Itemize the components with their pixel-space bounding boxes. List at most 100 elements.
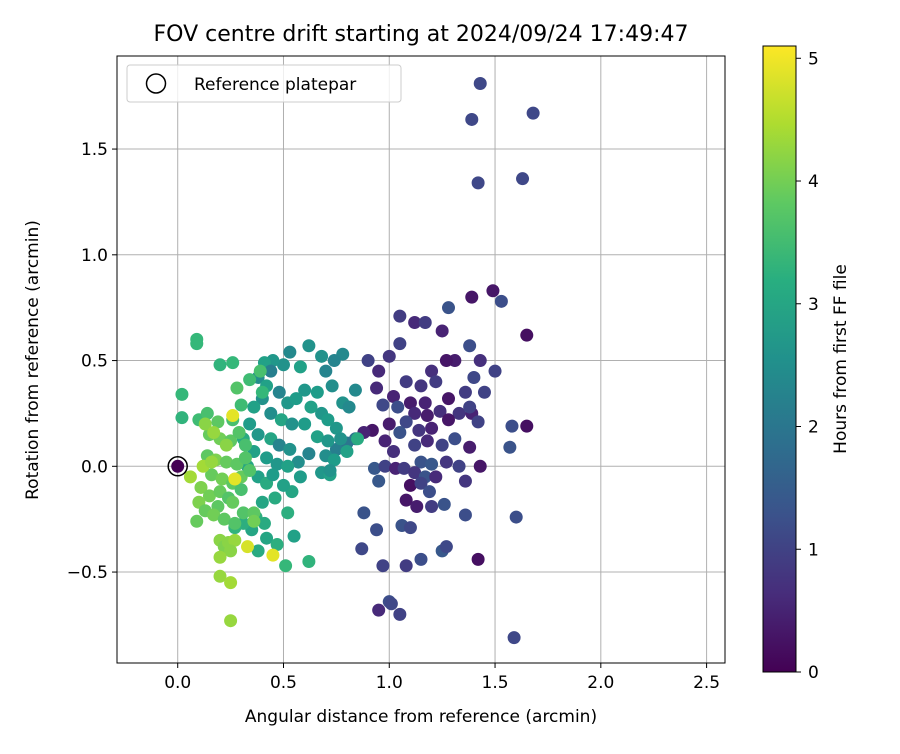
scatter-point (471, 176, 485, 190)
scatter-point (325, 379, 339, 393)
scatter-point (327, 354, 341, 368)
scatter-point (302, 447, 316, 461)
scatter-point (257, 516, 271, 530)
scatter-point (473, 354, 487, 368)
y-tick-label: −0.5 (67, 563, 108, 583)
scatter-point (386, 445, 400, 459)
scatter-point (283, 442, 297, 456)
scatter-point (408, 406, 422, 420)
scatter-point (287, 529, 301, 543)
scatter-point (276, 478, 290, 492)
scatter-point (435, 324, 449, 338)
scatter-point (281, 506, 295, 520)
scatter-point (272, 438, 286, 452)
scatter-point (175, 411, 189, 425)
scatter-points (167, 76, 540, 645)
scatter-point (293, 470, 307, 484)
scatter-point (351, 432, 365, 446)
x-axis-label: Angular distance from reference (arcmin) (245, 707, 597, 727)
scatter-point (207, 508, 221, 522)
scatter-point (448, 432, 462, 446)
plot-frame (116, 55, 726, 664)
scatter-point (224, 614, 238, 628)
scatter-point (323, 464, 337, 478)
scatter-point (302, 554, 316, 568)
scatter-point (251, 544, 265, 558)
scatter-point (334, 432, 348, 446)
scatter-point (520, 328, 534, 342)
scatter-point (304, 400, 318, 414)
scatter-point (370, 381, 384, 395)
x-tick-label: 2.0 (587, 673, 614, 693)
colorbar-tick-label: 2 (808, 418, 819, 438)
scatter-point (215, 472, 229, 486)
y-tick-label: 1.5 (81, 140, 108, 160)
scatter-point (463, 440, 477, 454)
scatter-point (310, 430, 324, 444)
scatter-point (315, 349, 329, 363)
scatter-point (458, 508, 472, 522)
scatter-point (285, 417, 299, 431)
scatter-point (399, 375, 413, 389)
scatter-point (329, 442, 343, 456)
scatter-point (503, 440, 517, 454)
scatter-point (243, 373, 257, 387)
scatter-point (213, 550, 227, 564)
scatter-point (393, 425, 407, 439)
scatter-point (319, 364, 333, 378)
scatter-point (205, 468, 219, 482)
scatter-point (321, 434, 335, 448)
scatter-point (429, 470, 443, 484)
scatter-point (399, 493, 413, 507)
scatter-point (418, 396, 432, 410)
scatter-point (194, 480, 208, 494)
scatter-point (298, 417, 312, 431)
scatter-point (327, 453, 341, 467)
scatter-point (463, 339, 477, 353)
scatter-point (465, 112, 479, 126)
scatter-point (234, 483, 248, 497)
colorbar-tick-label: 4 (808, 172, 819, 192)
scatter-point (291, 455, 305, 469)
scatter-point (224, 544, 238, 558)
scatter-point (452, 459, 466, 473)
scatter-point (207, 425, 221, 439)
scatter-point (429, 375, 443, 389)
scatter-point (219, 455, 233, 469)
scatter-point (205, 455, 219, 469)
scatter-point (298, 383, 312, 397)
scatter-point (408, 438, 422, 452)
y-axis-label: Rotation from reference (arcmin) (23, 220, 43, 500)
x-tick-label: 2.5 (693, 673, 720, 693)
reference-point-fill (171, 459, 185, 473)
scatter-point (408, 466, 422, 480)
scatter-point (243, 464, 257, 478)
scatter-point (442, 392, 456, 406)
scatter-point (219, 438, 233, 452)
scatter-point (410, 499, 424, 513)
scatter-point (260, 451, 274, 465)
scatter-point (236, 506, 250, 520)
scatter-point (414, 552, 428, 566)
scatter-point (382, 349, 396, 363)
scatter-point (516, 172, 530, 186)
colorbar-tick-label: 0 (808, 663, 819, 683)
scatter-point (435, 438, 449, 452)
scatter-point (372, 474, 386, 488)
scatter-point (439, 540, 453, 554)
scatter-point (255, 495, 269, 509)
scatter-point (463, 400, 477, 414)
scatter-point (234, 398, 248, 412)
scatter-point (232, 425, 246, 439)
scatter-point (361, 354, 375, 368)
scatter-point (509, 510, 523, 524)
scatter-point (507, 631, 521, 645)
scatter-point (321, 413, 335, 427)
scatter-point (224, 576, 238, 590)
scatter-point (226, 495, 240, 509)
scatter-point (190, 337, 204, 351)
scatter-point (260, 531, 274, 545)
scatter-point (403, 478, 417, 492)
scatter-point (420, 409, 434, 423)
